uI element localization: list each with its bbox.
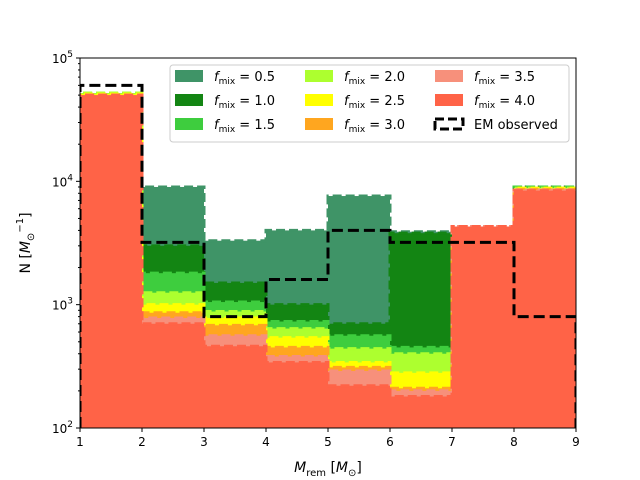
- x-tick-label-0: 1: [76, 435, 84, 449]
- observed-layer: [80, 83, 576, 428]
- legend-label-4: fmix = 2.5: [344, 94, 405, 111]
- legend-swatch-7: [435, 94, 463, 106]
- bar-series-7-bin-6: [452, 226, 514, 428]
- outline-series-7: [80, 93, 576, 428]
- legend-label-5: fmix = 3.0: [344, 118, 405, 135]
- x-tick-label-7: 8: [510, 435, 518, 449]
- legend-swatch-4: [305, 94, 333, 106]
- legend-swatch-0: [175, 70, 203, 82]
- legend-swatch-2: [175, 118, 203, 130]
- x-tick-label-8: 9: [572, 435, 580, 449]
- legend-label-1: fmix = 1.0: [214, 94, 275, 111]
- y-tick-label-1: 103: [52, 297, 73, 313]
- x-tick-label-6: 7: [448, 435, 456, 449]
- bars-layer: [80, 91, 576, 428]
- y-tick-label-3: 105: [52, 50, 73, 66]
- legend-label-3: fmix = 2.0: [344, 70, 405, 87]
- legend-swatch-observed: [433, 117, 465, 131]
- bar-series-7-bin-4: [328, 385, 390, 428]
- legend: fmix = 0.5 fmix = 1.0 fmix = 1.5 fmix = 2.0…: [169, 64, 570, 143]
- legend-label-observed: EM observed: [474, 118, 558, 133]
- x-axis: 1 2 3 4 5 6 7 8 9: [76, 428, 580, 449]
- observed-line: [80, 83, 576, 428]
- x-tick-label-4: 5: [324, 435, 332, 449]
- legend-label-2: fmix = 1.5: [214, 118, 275, 135]
- legend-swatch-5: [305, 118, 333, 130]
- y-axis: 102 103 104 105: [52, 50, 80, 436]
- y-tick-label-2: 104: [52, 173, 73, 189]
- bar-series-7-bin-7: [514, 190, 576, 428]
- x-tick-label-2: 3: [200, 435, 208, 449]
- x-tick-label-1: 2: [138, 435, 146, 449]
- series-7: [80, 93, 576, 428]
- bar-series-7-bin-0: [80, 95, 142, 428]
- bar-series-7-bin-1: [142, 323, 204, 428]
- x-axis-label: Mrem [M⊙]: [294, 460, 362, 479]
- bar-series-7-bin-3: [266, 362, 328, 428]
- legend-label-0: fmix = 0.5: [214, 70, 275, 87]
- legend-label-6: fmix = 3.5: [474, 70, 535, 87]
- y-tick-label-0: 102: [52, 420, 73, 436]
- legend-swatch-3: [305, 70, 333, 82]
- legend-frame: [169, 64, 570, 143]
- bar-series-7-bin-5: [390, 396, 452, 428]
- legend-swatch-6: [435, 70, 463, 82]
- legend-label-7: fmix = 4.0: [474, 94, 535, 111]
- legend-swatch-1: [175, 94, 203, 106]
- x-tick-label-3: 4: [262, 435, 270, 449]
- bar-series-7-bin-2: [204, 346, 266, 428]
- x-tick-label-5: 6: [386, 435, 394, 449]
